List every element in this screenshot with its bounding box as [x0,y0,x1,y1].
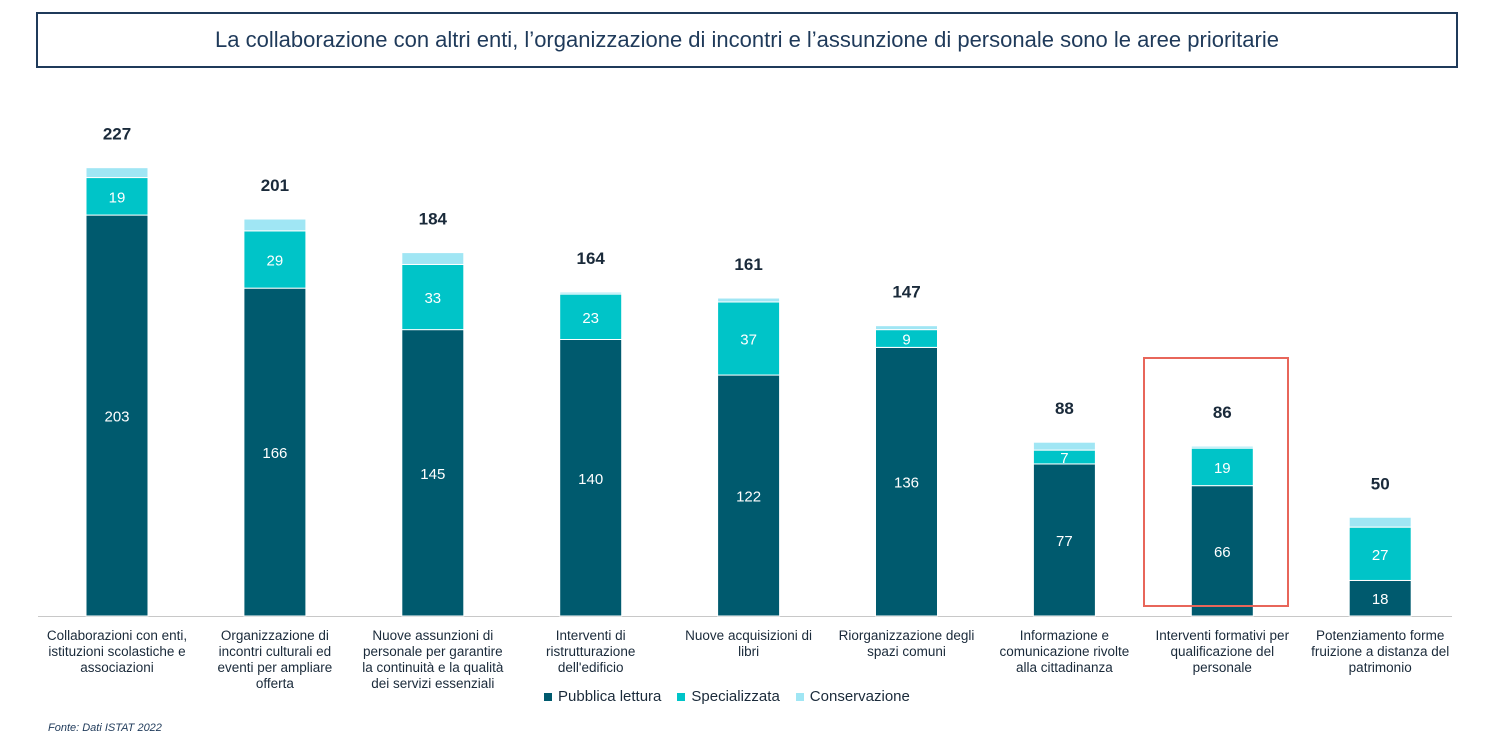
title-box: La collaborazione con altri enti, l’orga… [36,12,1458,68]
category-label-2-2: la continuità e la qualità [362,660,504,675]
legend-item-pubblica: Pubblica lettura [544,688,661,705]
category-label-3-1: ristrutturazione [546,644,635,659]
data-label-specializzata-3: 23 [582,310,599,327]
total-label-5: 147 [892,283,920,302]
category-label-3-2: dell'edificio [558,660,624,675]
category-label-7-1: qualificazione del [1171,644,1275,659]
category-label-0-2: associazioni [80,660,154,675]
data-label-specializzata-4: 37 [740,332,757,349]
bar-specializzata-1 [243,230,307,289]
data-label-pubblica-3: 140 [578,471,603,488]
bar-conservazione-2 [401,252,465,265]
category-label-3-0: Interventi di [556,628,626,643]
category-label-7-2: personale [1193,660,1252,675]
data-label-pubblica-1: 166 [262,445,287,462]
bar-pubblica-0 [85,214,149,617]
bar-pubblica-6 [1032,463,1096,617]
category-label-1-3: offerta [256,676,295,691]
bar-specializzata-7 [1190,447,1254,487]
chart-title: La collaborazione con altri enti, l’orga… [215,27,1279,52]
source-note: Fonte: Dati ISTAT 2022 [48,722,162,734]
legend: Pubblica lettura Specializzata Conservaz… [544,688,910,705]
data-label-pubblica-0: 203 [104,409,129,426]
legend-label-conservazione: Conservazione [809,688,910,705]
category-label-6-1: comunicazione rivolte [999,644,1129,659]
bar-specializzata-3 [559,293,623,341]
legend-item-specializzata: Specializzata [677,688,780,705]
bar-pubblica-1 [243,287,307,617]
data-label-specializzata-2: 33 [424,290,441,307]
category-label-2-1: personale per garantire [363,644,503,659]
total-label-3: 164 [577,249,606,268]
category-label-8-2: patrimonio [1349,660,1412,675]
bar-specializzata-2 [401,263,465,331]
category-label-4-0: Nuove acquisizioni di [685,628,812,643]
data-label-pubblica-4: 122 [736,489,761,506]
data-label-specializzata-5: 9 [902,332,910,349]
data-label-specializzata-7: 19 [1214,460,1231,477]
category-label-4-1: libri [738,644,759,659]
bar-pubblica-2 [401,329,465,617]
bar-conservazione-3 [559,291,623,295]
category-label-6-0: Informazione e [1020,628,1109,643]
category-label-5-0: Riorganizzazione degli [839,628,975,643]
legend-swatch-pubblica [544,692,552,701]
category-label-8-1: fruizione a distanza del [1311,644,1449,659]
bar-pubblica-3 [559,339,623,617]
category-label-0-0: Collaborazioni con enti, [47,628,187,643]
bar-pubblica-5 [875,346,938,617]
bar-specializzata-4 [717,301,781,376]
category-label-0-1: istituzioni scolastiche e [48,644,185,659]
bar-conservazione-5 [875,325,938,331]
total-label-0: 227 [103,125,131,144]
data-label-specializzata-8: 27 [1372,547,1389,564]
bar-conservazione-1 [243,218,307,232]
data-label-pubblica-5: 136 [894,475,919,492]
category-label-2-0: Nuove assunzioni di [372,628,493,643]
category-label-6-2: alla cittadinanza [1016,660,1113,675]
legend-item-conservazione: Conservazione [795,688,910,705]
bar-conservazione-8 [1348,516,1412,528]
total-label-4: 161 [734,255,762,274]
total-label-1: 201 [261,176,289,195]
legend-label-specializzata: Specializzata [691,688,780,705]
data-label-pubblica-2: 145 [420,466,445,483]
bar-conservazione-0 [85,167,149,179]
bar-conservazione-6 [1032,441,1096,451]
data-label-specializzata-0: 19 [109,189,126,206]
data-label-pubblica-8: 18 [1372,591,1389,608]
total-label-7: 86 [1213,403,1232,422]
category-label-8-0: Potenziamento forme [1316,628,1444,643]
bar-conservazione-7 [1190,445,1254,449]
bar-conservazione-4 [717,297,781,303]
category-label-7-0: Interventi formativi per [1156,628,1290,643]
total-label-8: 50 [1371,474,1390,493]
bar-pubblica-8 [1348,579,1412,617]
total-label-2: 184 [419,210,448,229]
category-label-2-3: dei servizi essenziali [371,676,494,691]
bar-pubblica-4 [717,374,781,617]
category-label-5-1: spazi comuni [867,644,946,659]
data-label-pubblica-7: 66 [1214,544,1231,561]
category-label-1-1: incontri culturali ed [219,644,332,659]
category-label-1-2: eventi per ampliare [217,660,332,675]
total-label-6: 88 [1055,399,1074,418]
data-label-pubblica-6: 77 [1056,533,1073,550]
category-label-1-0: Organizzazione di [221,628,329,643]
legend-label-pubblica: Pubblica lettura [558,688,662,705]
data-label-specializzata-1: 29 [267,253,284,270]
legend-swatch-conservazione [795,692,804,701]
highlight-box [1143,357,1289,607]
legend-swatch-specializzata [677,692,686,701]
data-label-specializzata-6: 7 [1060,450,1068,467]
